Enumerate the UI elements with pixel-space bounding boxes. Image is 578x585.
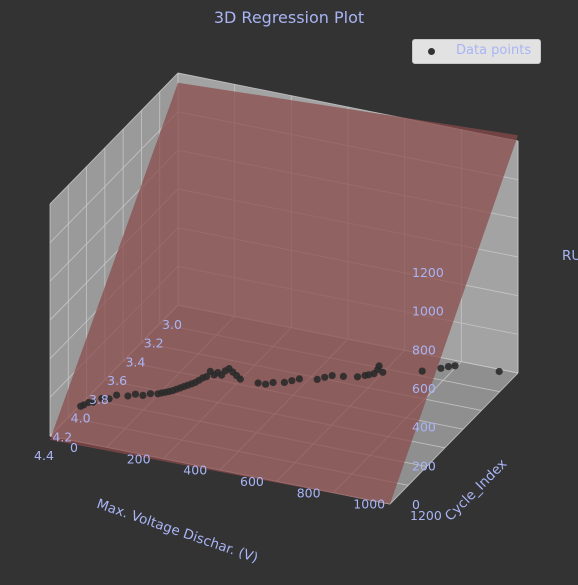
z-tick-label: 0 [412, 497, 420, 512]
data-point [124, 392, 131, 399]
z-tick-label: 1000 [412, 304, 444, 319]
data-point [139, 392, 146, 399]
x-tick-label: 3.6 [107, 373, 127, 388]
data-point [340, 373, 347, 380]
z-tick-label: 200 [412, 458, 436, 473]
legend-marker [428, 48, 435, 55]
data-point [288, 377, 295, 384]
data-point [437, 365, 444, 372]
data-point [451, 362, 458, 369]
x-tick-label: 3.8 [89, 392, 109, 407]
data-point [255, 379, 262, 386]
x-tick-label: 3.4 [125, 354, 145, 369]
data-point [361, 372, 368, 379]
x-tick-label: 3.2 [144, 336, 164, 351]
x-tick-label: 4.0 [71, 411, 91, 426]
z-tick-label: 1200 [412, 265, 444, 280]
data-point [270, 379, 277, 386]
y-tick-label: 400 [183, 463, 207, 478]
chart-title: 3D Regression Plot [0, 8, 578, 27]
z-tick-label: 600 [412, 381, 436, 396]
x-tick-label: 4.4 [34, 448, 54, 463]
data-point [354, 373, 361, 380]
data-point [281, 379, 288, 386]
y-axis-label: Cycle_Index [442, 456, 510, 524]
z-tick-label: 800 [412, 342, 436, 357]
data-point [147, 390, 154, 397]
data-point [132, 391, 139, 398]
y-tick-label: 600 [240, 474, 264, 489]
data-point [262, 381, 269, 388]
x-tick-label: 3.0 [162, 317, 182, 332]
data-point [321, 374, 328, 381]
y-tick-label: 200 [127, 451, 151, 466]
y-tick-label: 800 [297, 485, 321, 500]
x-axis-label: Max. Voltage Dischar. (V) [95, 496, 260, 566]
legend-label: Data points [456, 43, 531, 58]
data-point [419, 368, 426, 375]
data-point [154, 390, 161, 397]
z-tick-label: 400 [412, 420, 436, 435]
legend: Data points [412, 39, 541, 64]
data-point [296, 375, 303, 382]
data-point [113, 392, 120, 399]
data-point [77, 403, 84, 410]
data-point [445, 363, 452, 370]
z-axis-label: RUL [562, 248, 578, 264]
y-tick-label: 1000 [353, 497, 385, 512]
data-point [496, 368, 503, 375]
data-point [329, 372, 336, 379]
data-point [314, 376, 321, 383]
y-tick-label: 0 [70, 440, 78, 455]
